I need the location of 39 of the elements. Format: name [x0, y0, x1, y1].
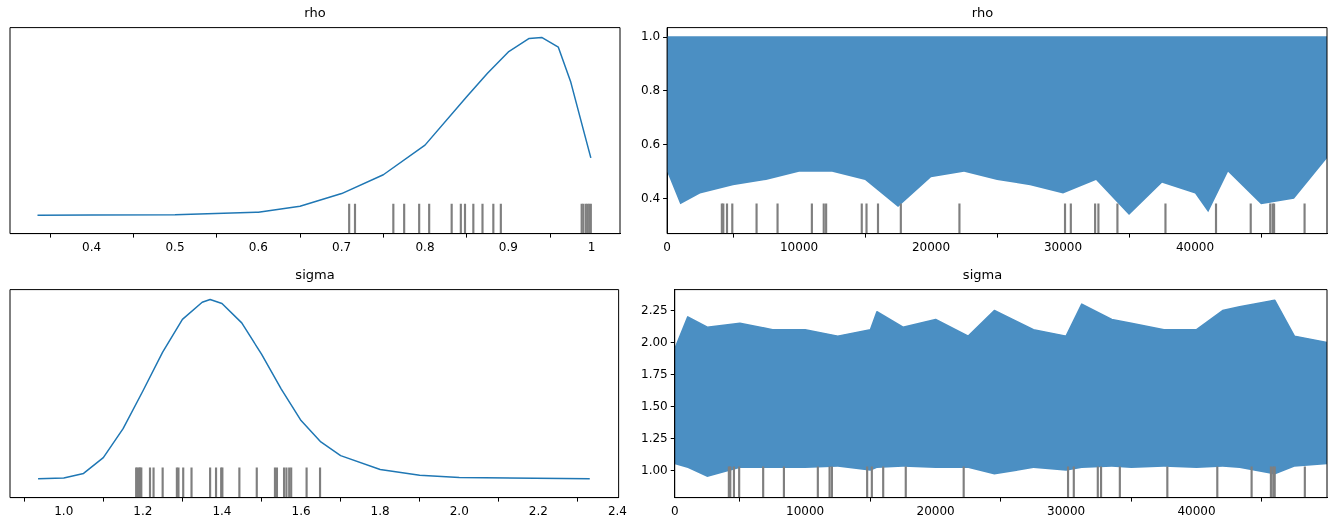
x-tick-label: 0	[663, 239, 671, 254]
x-tick-label: 2.0	[449, 503, 469, 518]
x-tick-label: 30000	[1043, 239, 1083, 254]
x-tick-label: 1.2	[133, 503, 153, 518]
x-tick-label: 1.4	[212, 503, 232, 518]
x-tick-label: 1.0	[54, 503, 74, 518]
y-tick-label: 2.25	[641, 302, 668, 317]
y-tick-label: 1.00	[641, 462, 668, 477]
x-tick-label: 0.4	[82, 239, 102, 254]
x-tick-label: 0.6	[248, 239, 268, 254]
x-tick-label: 1	[587, 239, 596, 254]
y-tick-label: 1.50	[641, 398, 668, 413]
y-tick-label: 1.25	[641, 430, 668, 445]
x-tick-label: 40000	[1177, 503, 1216, 518]
chart-title: rho	[971, 5, 994, 21]
x-tick-label: 1.8	[370, 503, 390, 518]
x-tick-label: 0.9	[498, 239, 518, 254]
y-tick-label: 1.75	[641, 366, 668, 381]
y-tick-label: 1.0	[640, 29, 661, 44]
y-tick-label: 0.8	[640, 83, 661, 98]
x-tick-label: 30000	[1047, 503, 1086, 518]
x-tick-label: 0.7	[332, 239, 352, 254]
x-tick-label: 20000	[911, 239, 951, 254]
x-tick-label: 0	[670, 503, 679, 518]
y-tick-label: 0.4	[640, 190, 661, 205]
x-tick-label: 2.2	[528, 503, 548, 518]
x-tick-label: 10000	[786, 503, 825, 518]
x-tick-label: 20000	[916, 503, 955, 518]
y-tick-label: 0.6	[640, 137, 661, 152]
x-tick-label: 10000	[779, 239, 819, 254]
x-tick-label: 40000	[1175, 239, 1215, 254]
chart-title: sigma	[962, 267, 1003, 283]
chart-title: rho	[304, 5, 326, 21]
x-tick-label: 2.4	[607, 503, 627, 518]
x-tick-label: 0.8	[415, 239, 435, 254]
x-tick-label: 0.5	[165, 239, 185, 254]
chart-title: sigma	[295, 267, 335, 283]
y-tick-label: 2.00	[641, 334, 668, 349]
x-tick-label: 1.6	[291, 503, 311, 518]
